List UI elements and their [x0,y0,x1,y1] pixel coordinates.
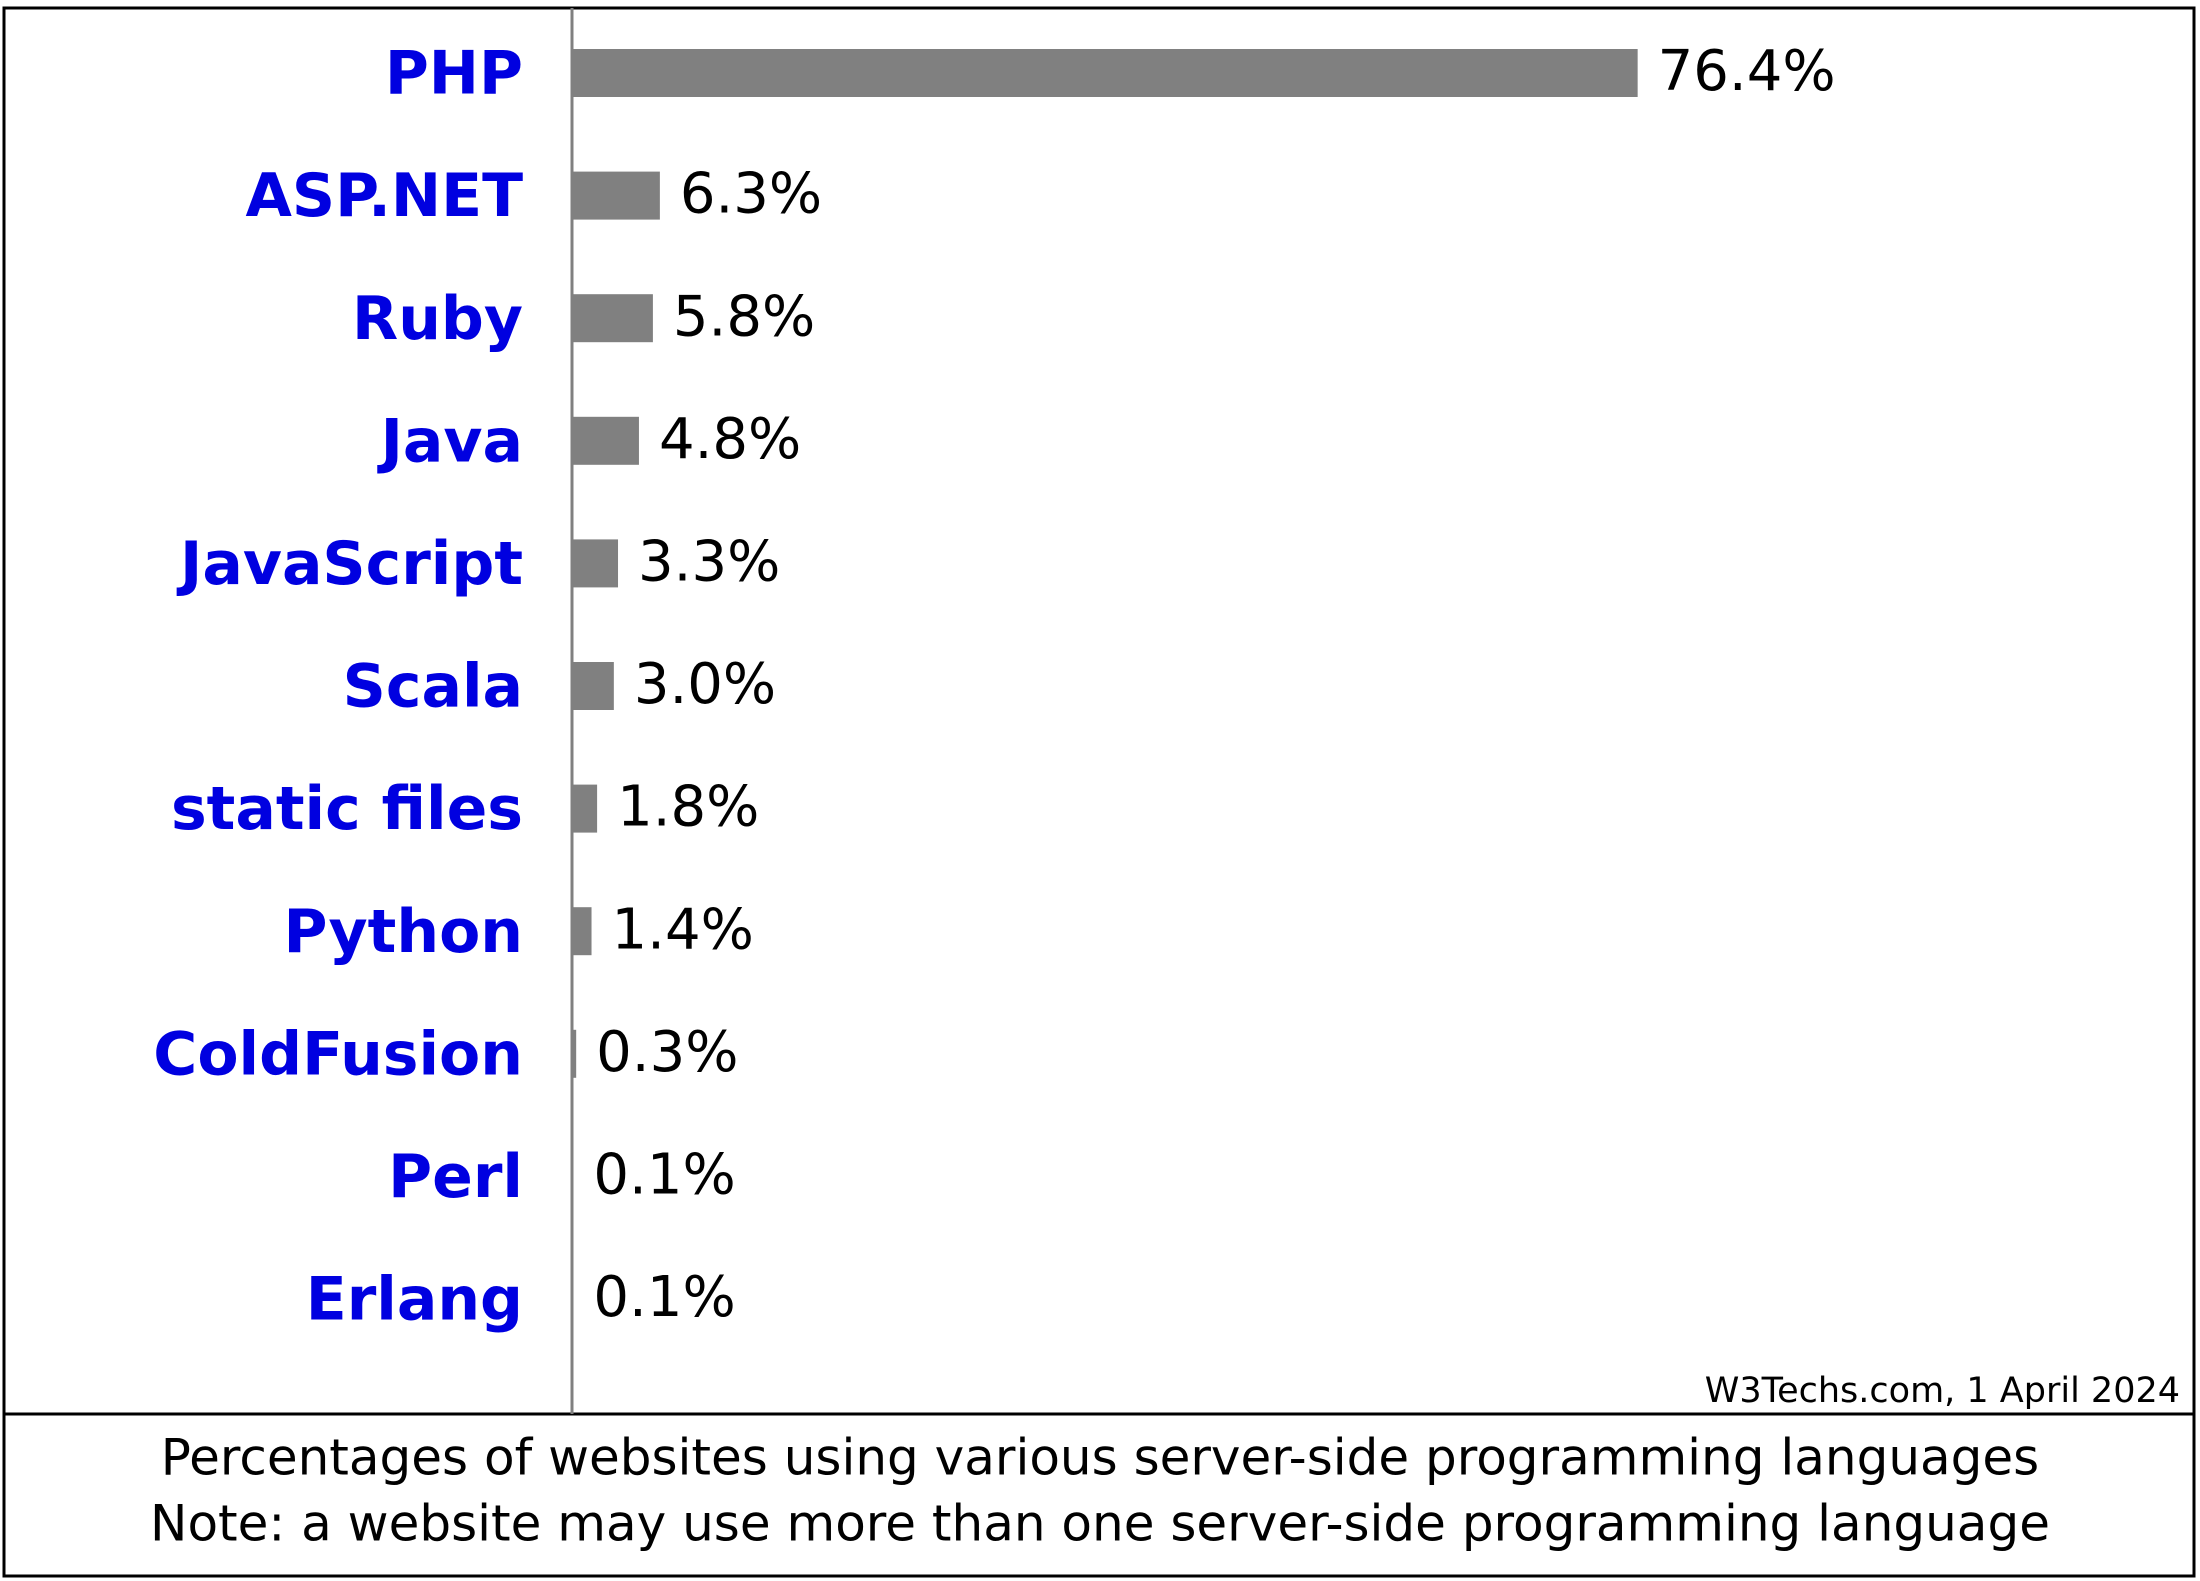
caption: Note: a website may use more than one se… [150,1495,2050,1553]
bar [572,907,592,956]
value-label: 4.8% [659,407,801,472]
category-label[interactable]: Ruby [352,284,523,354]
category-label[interactable]: Scala [343,652,523,722]
category-label[interactable]: Python [283,897,523,967]
value-label: 1.4% [612,897,754,962]
value-label: 6.3% [680,162,822,227]
value-label: 3.0% [634,652,776,717]
category-label[interactable]: JavaScript [176,529,523,599]
value-label: 5.8% [673,284,815,349]
value-label: 76.4% [1658,39,1836,104]
frame [2,6,2196,1578]
category-label[interactable]: Erlang [306,1265,523,1335]
bar [572,784,598,833]
bar [572,171,660,220]
category-label[interactable]: ASP.NET [245,161,523,231]
value-label: 0.3% [596,1020,738,1085]
bar [572,1029,577,1078]
bar [572,294,653,343]
bar [572,49,1638,97]
value-label: 3.3% [638,530,780,595]
category-label[interactable]: static files [171,774,523,844]
bar [572,539,619,588]
bar [572,1275,574,1323]
category-label[interactable]: ColdFusion [153,1019,523,1089]
caption: Percentages of websites using various se… [161,1429,2039,1487]
bar [572,662,614,710]
value-label: 0.1% [593,1143,735,1208]
bar [572,1152,574,1201]
category-label[interactable]: PHP [385,39,523,109]
category-label[interactable]: Java [377,406,523,476]
value-label: 0.1% [593,1265,735,1330]
bar [572,416,639,465]
source: W3Techs.com, 1 April 2024 [1705,1371,2180,1411]
category-label[interactable]: Perl [388,1142,523,1212]
value-label: 1.8% [617,775,759,840]
